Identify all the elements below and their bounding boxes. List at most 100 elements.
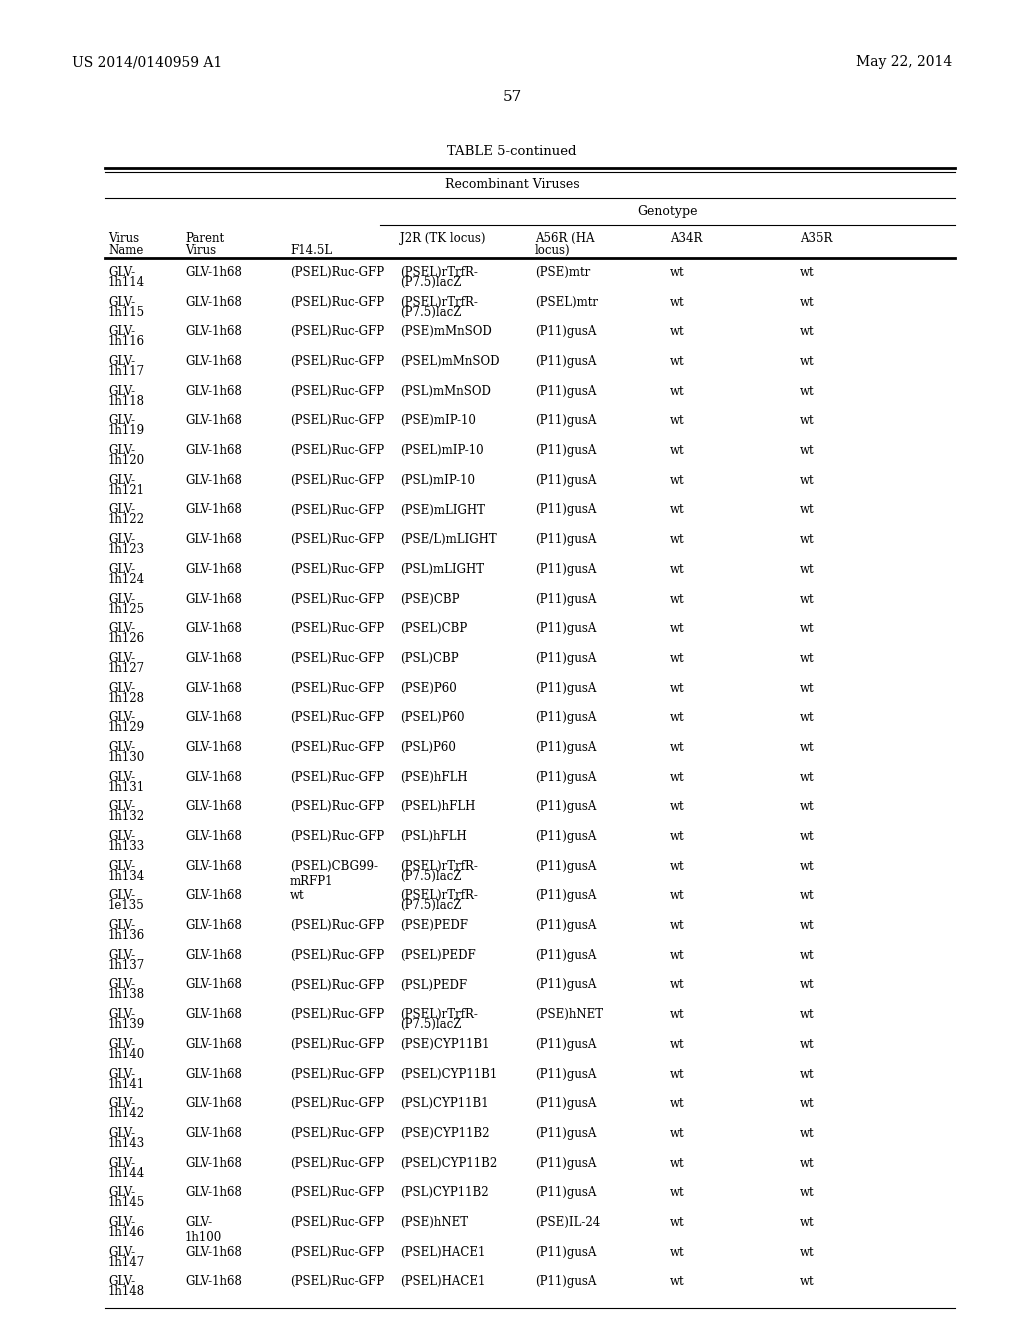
Text: wt: wt (670, 593, 685, 606)
Text: wt: wt (670, 1246, 685, 1259)
Text: 1h119: 1h119 (108, 425, 145, 437)
Text: (P11)gusA: (P11)gusA (535, 652, 596, 665)
Text: GLV-: GLV- (108, 919, 135, 932)
Text: (P7.5)lacZ: (P7.5)lacZ (400, 306, 462, 318)
Text: wt: wt (670, 1127, 685, 1140)
Text: (PSEL)mMnSOD: (PSEL)mMnSOD (400, 355, 500, 368)
Text: (PSE)mIP-10: (PSE)mIP-10 (400, 414, 476, 428)
Text: Genotype: Genotype (637, 205, 697, 218)
Text: wt: wt (670, 1008, 685, 1022)
Text: GLV-: GLV- (108, 711, 135, 725)
Text: (P11)gusA: (P11)gusA (535, 1156, 596, 1170)
Text: wt: wt (670, 1216, 685, 1229)
Text: 1h141: 1h141 (108, 1077, 145, 1090)
Text: wt: wt (670, 267, 685, 279)
Text: 1h148: 1h148 (108, 1286, 145, 1299)
Text: 1h118: 1h118 (108, 395, 145, 408)
Text: (PSEL)Ruc-GFP: (PSEL)Ruc-GFP (290, 919, 384, 932)
Text: GLV-: GLV- (108, 1156, 135, 1170)
Text: (P11)gusA: (P11)gusA (535, 444, 596, 457)
Text: wt: wt (800, 1038, 815, 1051)
Text: GLV-1h68: GLV-1h68 (185, 949, 242, 962)
Text: GLV-: GLV- (108, 1216, 135, 1229)
Text: wt: wt (800, 1216, 815, 1229)
Text: 1h126: 1h126 (108, 632, 145, 645)
Text: wt: wt (670, 474, 685, 487)
Text: wt: wt (800, 1127, 815, 1140)
Text: wt: wt (670, 1097, 685, 1110)
Text: wt: wt (800, 1097, 815, 1110)
Text: (PSE)PEDF: (PSE)PEDF (400, 919, 468, 932)
Text: GLV-1h68: GLV-1h68 (185, 355, 242, 368)
Text: (P11)gusA: (P11)gusA (535, 741, 596, 754)
Text: 1h147: 1h147 (108, 1255, 145, 1269)
Text: GLV-1h68: GLV-1h68 (185, 978, 242, 991)
Text: (PSEL)Ruc-GFP: (PSEL)Ruc-GFP (290, 652, 384, 665)
Text: GLV-1h68: GLV-1h68 (185, 652, 242, 665)
Text: (PSEL)Ruc-GFP: (PSEL)Ruc-GFP (290, 741, 384, 754)
Text: (PSEL)Ruc-GFP: (PSEL)Ruc-GFP (290, 1156, 384, 1170)
Text: (PSEL)Ruc-GFP: (PSEL)Ruc-GFP (290, 414, 384, 428)
Text: A35R: A35R (800, 232, 833, 246)
Text: (PSEL)Ruc-GFP: (PSEL)Ruc-GFP (290, 1216, 384, 1229)
Text: 1h128: 1h128 (108, 692, 145, 705)
Text: wt: wt (800, 919, 815, 932)
Text: GLV-: GLV- (108, 562, 135, 576)
Text: wt: wt (670, 681, 685, 694)
Text: wt: wt (670, 949, 685, 962)
Text: (PSEL)Ruc-GFP: (PSEL)Ruc-GFP (290, 949, 384, 962)
Text: wt: wt (670, 622, 685, 635)
Text: wt: wt (800, 444, 815, 457)
Text: (P11)gusA: (P11)gusA (535, 771, 596, 784)
Text: (PSL)P60: (PSL)P60 (400, 741, 456, 754)
Text: 1h139: 1h139 (108, 1018, 145, 1031)
Text: GLV-: GLV- (108, 355, 135, 368)
Text: GLV-: GLV- (108, 296, 135, 309)
Text: GLV-: GLV- (108, 384, 135, 397)
Text: (PSEL)Ruc-GFP: (PSEL)Ruc-GFP (290, 1068, 384, 1081)
Text: wt: wt (800, 771, 815, 784)
Text: wt: wt (800, 296, 815, 309)
Text: 1h146: 1h146 (108, 1226, 145, 1239)
Text: (PSEL)Ruc-GFP: (PSEL)Ruc-GFP (290, 1127, 384, 1140)
Text: GLV-1h68: GLV-1h68 (185, 741, 242, 754)
Text: 1h140: 1h140 (108, 1048, 145, 1061)
Text: wt: wt (670, 978, 685, 991)
Text: (PSE)mtr: (PSE)mtr (535, 267, 590, 279)
Text: (P11)gusA: (P11)gusA (535, 800, 596, 813)
Text: (PSE)P60: (PSE)P60 (400, 681, 457, 694)
Text: (P11)gusA: (P11)gusA (535, 325, 596, 338)
Text: wt: wt (670, 503, 685, 516)
Text: GLV-: GLV- (108, 622, 135, 635)
Text: 1h131: 1h131 (108, 780, 145, 793)
Text: GLV-1h68: GLV-1h68 (185, 384, 242, 397)
Text: wt: wt (800, 1008, 815, 1022)
Text: Virus: Virus (185, 244, 216, 257)
Text: 1h121: 1h121 (108, 484, 145, 496)
Text: (PSEL)CYP11B2: (PSEL)CYP11B2 (400, 1156, 498, 1170)
Text: wt: wt (800, 652, 815, 665)
Text: GLV-1h68: GLV-1h68 (185, 800, 242, 813)
Text: (PSE)CBP: (PSE)CBP (400, 593, 460, 606)
Text: GLV-1h68: GLV-1h68 (185, 711, 242, 725)
Text: 1h129: 1h129 (108, 721, 145, 734)
Text: GLV-1h68: GLV-1h68 (185, 1246, 242, 1259)
Text: (PSEL)Ruc-GFP: (PSEL)Ruc-GFP (290, 711, 384, 725)
Text: (PSEL)Ruc-GFP: (PSEL)Ruc-GFP (290, 978, 384, 991)
Text: wt: wt (800, 681, 815, 694)
Text: GLV-: GLV- (108, 681, 135, 694)
Text: (PSE)IL-24: (PSE)IL-24 (535, 1216, 600, 1229)
Text: wt: wt (670, 1068, 685, 1081)
Text: (PSL)CYP11B1: (PSL)CYP11B1 (400, 1097, 488, 1110)
Text: (PSEL)Ruc-GFP: (PSEL)Ruc-GFP (290, 267, 384, 279)
Text: wt: wt (800, 949, 815, 962)
Text: May 22, 2014: May 22, 2014 (856, 55, 952, 69)
Text: wt: wt (670, 533, 685, 546)
Text: (P11)gusA: (P11)gusA (535, 681, 596, 694)
Text: 1h137: 1h137 (108, 958, 145, 972)
Text: GLV-
1h100: GLV- 1h100 (185, 1216, 222, 1243)
Text: 1h116: 1h116 (108, 335, 145, 348)
Text: GLV-: GLV- (108, 474, 135, 487)
Text: (P11)gusA: (P11)gusA (535, 1275, 596, 1288)
Text: (P11)gusA: (P11)gusA (535, 503, 596, 516)
